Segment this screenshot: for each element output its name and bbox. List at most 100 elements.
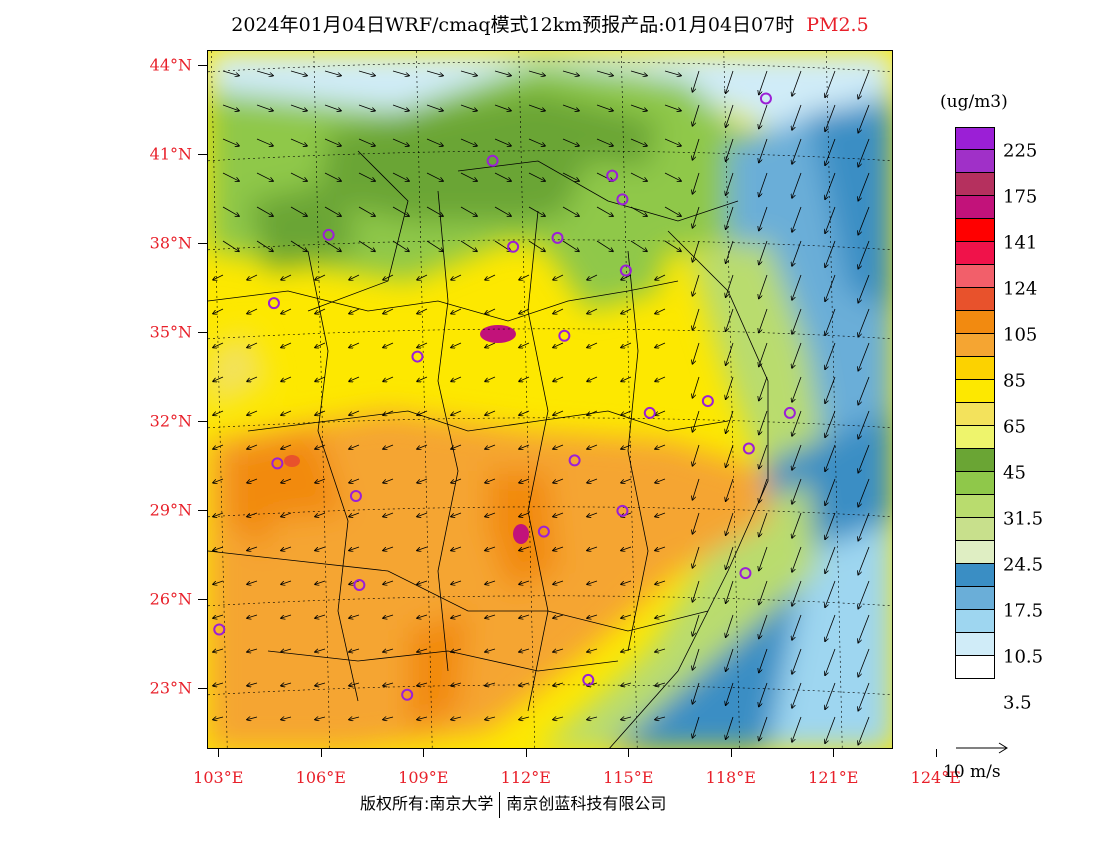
colorbar-cell — [955, 587, 995, 610]
wind-arrow — [621, 444, 632, 449]
wind-arrow — [451, 512, 462, 517]
wind-arrow — [587, 580, 598, 584]
wind-arrow — [485, 478, 496, 483]
colorbar-cell — [955, 541, 995, 564]
wind-arrow — [630, 104, 647, 111]
wind-arrow — [630, 70, 647, 76]
lon-tick-label: 112°E — [500, 768, 551, 787]
reference-vector-label: 10 m/s — [943, 762, 1001, 782]
wind-arrow — [213, 512, 224, 517]
wind-arrow — [664, 206, 681, 216]
wind-arrow — [692, 104, 700, 126]
wind-arrow — [519, 342, 530, 348]
lon-tick-label: 118°E — [705, 768, 756, 787]
wind-arrow — [494, 206, 511, 216]
colorbar-cell — [955, 564, 995, 587]
wind-arrow — [315, 580, 326, 584]
station-marker — [411, 350, 424, 363]
wind-arrow — [213, 717, 224, 720]
wind-arrow — [213, 580, 224, 584]
wind-arrow — [349, 683, 360, 686]
wind-arrow — [792, 376, 802, 402]
wind-arrow — [247, 410, 258, 415]
wind-arrow — [858, 376, 870, 405]
wind-arrow — [596, 70, 613, 76]
station-marker — [783, 406, 796, 419]
wind-arrow — [324, 138, 341, 146]
colorbar-cell — [955, 242, 995, 265]
wind-arrow — [315, 478, 326, 483]
wind-arrow — [519, 649, 530, 652]
wind-arrow — [655, 717, 666, 720]
wind-arrow — [858, 342, 870, 371]
wind-arrow — [247, 376, 258, 381]
province-border — [267, 650, 619, 672]
lon-tick-label: 103°E — [193, 768, 244, 787]
station-marker — [582, 673, 595, 686]
lat-tick-mark — [198, 420, 207, 422]
wind-arrow — [825, 682, 836, 709]
province-border — [307, 150, 409, 312]
wind-arrow — [383, 478, 394, 483]
wind-arrow — [417, 717, 428, 720]
wind-arrow — [485, 308, 496, 314]
concentration-field — [208, 51, 892, 748]
wind-arrow — [792, 240, 802, 266]
colorbar-label: 17.5 — [1003, 600, 1044, 622]
lat-tick-mark — [198, 687, 207, 689]
colorbar-label: 31.5 — [1003, 508, 1044, 530]
wind-arrow — [553, 308, 564, 314]
wind-arrow — [692, 478, 700, 500]
wind-arrow — [692, 580, 700, 602]
wind-arrow — [759, 614, 768, 639]
wind-arrow — [825, 512, 836, 539]
wind-arrow — [655, 376, 666, 381]
wind-arrow — [655, 274, 666, 280]
wind-arrow — [519, 308, 530, 314]
wind-arrow — [213, 308, 224, 314]
wind-arrow — [290, 240, 307, 251]
wind-arrow — [726, 342, 734, 365]
province-border — [627, 250, 649, 652]
wind-arrow — [349, 614, 360, 618]
wind-arrow — [759, 274, 768, 299]
station-marker — [551, 231, 564, 244]
wind-arrow — [519, 580, 530, 584]
wind-arrow — [825, 240, 836, 267]
wind-arrow — [247, 444, 258, 449]
wind-arrow — [664, 138, 681, 146]
wind-arrow — [792, 580, 802, 606]
wind-arrow — [759, 104, 768, 129]
wind-arrow — [426, 206, 443, 216]
graticule — [208, 51, 892, 748]
wind-arrow — [562, 104, 579, 111]
colorbar-unit: (ug/m3) — [940, 92, 1008, 112]
wind-arrow — [349, 512, 360, 517]
wind-arrow — [692, 274, 700, 296]
wind-arrow — [692, 172, 700, 194]
wind-arrow — [451, 444, 462, 449]
wind-arrow — [494, 70, 511, 76]
wind-arrow — [726, 546, 734, 569]
meridian-line — [210, 51, 228, 748]
wind-arrow — [587, 478, 598, 483]
wind-arrow — [759, 172, 768, 197]
wind-arrow — [759, 478, 768, 503]
wind-arrow — [664, 70, 681, 76]
footer-left: 版权所有:南京大学 — [360, 794, 494, 813]
wind-arrow — [858, 172, 870, 201]
station-marker — [643, 406, 656, 419]
wind-arrow — [247, 614, 258, 618]
wind-arrow — [290, 70, 307, 76]
lon-tick-mark — [423, 749, 425, 757]
wind-arrow — [485, 444, 496, 449]
wind-arrow — [281, 444, 292, 449]
wind-arrow — [621, 649, 632, 652]
wind-arrow — [349, 717, 360, 720]
wind-arrow — [825, 206, 836, 233]
province-border — [307, 250, 359, 702]
lat-tick-label: 41°N — [149, 144, 192, 164]
wind-arrow — [222, 70, 239, 76]
station-marker — [213, 623, 226, 636]
footer-right: 南京创蓝科技有限公司 — [506, 794, 667, 813]
